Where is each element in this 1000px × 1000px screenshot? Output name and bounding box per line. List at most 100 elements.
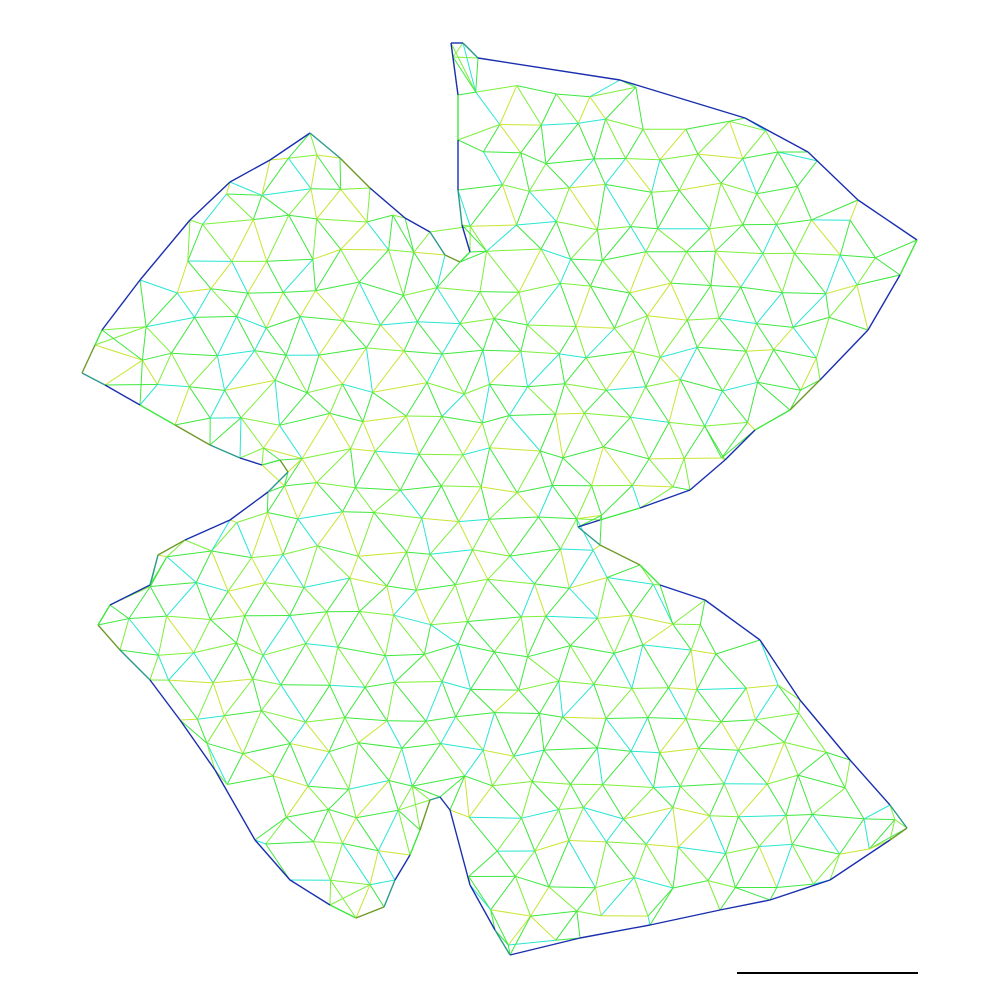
mesh-edge <box>539 680 560 714</box>
mesh-edge <box>209 390 226 419</box>
mesh-edge <box>493 291 520 319</box>
mesh-edge <box>342 511 374 513</box>
mesh-edge <box>775 224 795 254</box>
mesh-edge <box>440 454 464 487</box>
mesh-edge <box>254 816 287 841</box>
mesh-edge <box>139 279 178 294</box>
mesh-edge <box>737 816 760 847</box>
boundary-edge <box>639 489 691 509</box>
mesh-edge <box>647 915 651 926</box>
mesh-edge <box>659 584 674 625</box>
mesh-edge <box>757 349 775 383</box>
mesh-edge <box>354 450 376 488</box>
mesh-edge <box>737 749 768 785</box>
mesh-edge <box>577 123 595 160</box>
mesh-edge <box>625 128 644 159</box>
mesh-edge <box>796 186 812 221</box>
mesh-edge <box>756 323 794 328</box>
mesh-edge <box>645 844 674 889</box>
boundary-edge <box>97 604 111 626</box>
mesh-edge <box>297 511 343 520</box>
boundary-edge <box>229 159 271 183</box>
mesh-edge <box>463 393 483 424</box>
mesh-edge <box>568 187 598 230</box>
boundary-edge <box>889 804 908 829</box>
mesh-edge <box>313 841 343 844</box>
boundary-edge <box>254 839 291 881</box>
mesh-edge <box>317 545 351 579</box>
mesh-edge <box>597 617 615 654</box>
mesh-edge <box>562 683 595 718</box>
mesh-edge <box>330 843 343 881</box>
mesh-edge <box>307 751 330 787</box>
mesh-edge <box>642 623 674 646</box>
mesh-edge <box>366 214 393 223</box>
mesh-edge <box>265 816 287 845</box>
mesh-edge <box>639 564 654 585</box>
mesh-edge <box>687 317 720 321</box>
mesh-edge <box>406 551 431 555</box>
mesh-edge <box>393 614 431 626</box>
mesh-edge <box>457 184 503 191</box>
mesh-edge <box>590 285 615 329</box>
mesh-edge <box>373 489 401 513</box>
boundary-edge <box>807 151 859 201</box>
mesh-edge <box>746 349 774 352</box>
boundary-edge <box>109 584 151 606</box>
mesh-edge <box>570 783 584 808</box>
mesh-edge <box>285 316 301 356</box>
mesh-edge <box>328 751 350 790</box>
mesh-edge <box>520 152 547 165</box>
mesh-edge <box>576 911 581 939</box>
mesh-edge <box>576 518 601 521</box>
mesh-edge <box>672 486 691 491</box>
mesh-edge <box>265 843 291 881</box>
mesh-edge <box>645 228 659 252</box>
mesh-edge <box>421 517 459 523</box>
mesh-edge <box>534 809 560 852</box>
mesh-edge <box>440 743 466 777</box>
mesh-edge <box>815 317 830 359</box>
mesh-edge <box>507 915 531 946</box>
mesh-edge <box>217 350 255 357</box>
boundary-edge <box>429 796 441 801</box>
mesh-edge <box>545 158 595 165</box>
mesh-edge <box>139 360 143 406</box>
mesh-edge <box>457 91 476 96</box>
boundary-edge <box>444 254 461 263</box>
boundary-edge <box>704 599 761 641</box>
mesh-edge <box>521 781 533 819</box>
boundary-edge <box>461 224 471 253</box>
mesh-edge <box>362 415 407 423</box>
mesh-edge <box>189 386 225 391</box>
mesh-edge <box>475 85 517 93</box>
mesh-edge <box>797 774 813 815</box>
boundary-edge <box>329 904 357 919</box>
mesh-edge <box>393 614 425 655</box>
mesh-edge <box>227 557 253 592</box>
mesh-edge <box>329 880 332 906</box>
mesh-edge <box>193 642 237 654</box>
mesh-edge <box>625 158 652 193</box>
mesh-edge <box>755 719 785 743</box>
mesh-edge <box>303 545 318 588</box>
mesh-edge <box>645 386 670 423</box>
mesh-edge <box>614 327 634 352</box>
mesh-edge <box>540 221 557 250</box>
mesh-edge <box>416 287 438 323</box>
mesh-edge <box>401 720 427 749</box>
mesh-edge <box>564 357 587 385</box>
mesh-edge <box>350 448 356 488</box>
mesh-edge <box>792 327 817 359</box>
mesh-edge <box>785 774 799 816</box>
mesh-edge <box>441 416 464 456</box>
mesh-edge <box>467 579 489 622</box>
mesh-edge <box>441 353 465 395</box>
mesh-edge <box>378 850 411 856</box>
mesh-edge <box>359 585 388 612</box>
mesh-edge <box>455 712 495 718</box>
mesh-edge <box>710 285 741 288</box>
mesh-edge <box>541 122 579 126</box>
mesh-edge <box>645 807 674 845</box>
mesh-edge <box>254 327 267 351</box>
